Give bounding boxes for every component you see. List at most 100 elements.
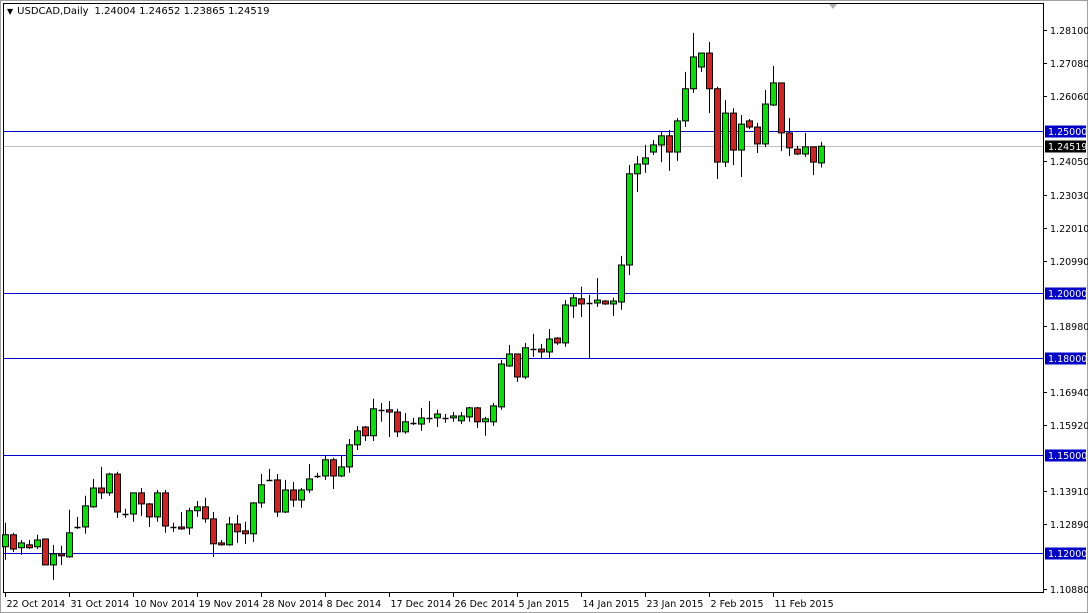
candle [210,512,217,557]
chart-header: ▼ USDCAD,Daily 1.24004 1.24652 1.23865 1.2… [7,6,269,17]
candle-body-bull [18,542,25,549]
chart-shift-marker-icon[interactable] [829,4,837,9]
candle-body-bull [306,478,313,491]
candle [250,501,257,542]
candle [770,66,777,106]
candle [570,293,577,318]
candle [226,516,233,546]
candle [762,90,769,147]
candle-body-bear [794,148,801,155]
level-price-tag [1045,547,1086,560]
y-tick-label: 1.12890 [1050,520,1088,531]
candle-body-bull [682,88,689,122]
candle-body-bull [498,363,505,408]
candle [530,333,537,357]
candle-body-bull [450,415,457,419]
candle [690,32,697,93]
x-tick-label: 8 Dec 2014 [327,599,382,610]
candle [218,539,225,546]
candle [738,115,745,178]
candle-body-bull [458,415,465,422]
candle-body-bull [762,103,769,145]
candle-body-bull [370,408,377,437]
candle [402,413,409,434]
candle [714,86,721,179]
candle-body-bear [754,126,761,145]
candle [618,255,625,310]
y-tick-label: 1.16940 [1050,388,1088,399]
candle-body-bull [562,304,569,344]
candle [90,478,97,508]
candle-body-bear [26,544,33,549]
candle-body-bear [146,503,153,518]
y-tick-label: 1.22010 [1050,224,1088,235]
candle-body-bear [210,518,217,545]
candle-body-bull [322,459,329,477]
y-tick-label: 1.26060 [1050,92,1088,103]
candle-body-bear [274,479,281,513]
y-tick-label: 1.10880 [1050,585,1088,596]
candle [474,406,481,428]
candle [818,141,825,168]
candle [66,509,73,558]
dropdown-triangle-icon[interactable]: ▼ [7,7,14,16]
candle [106,472,113,496]
candle-body-bull [490,405,497,423]
candle [466,406,473,422]
candle-body-bear [394,411,401,433]
x-tick-label: 2 Feb 2015 [711,599,764,610]
candle-body-bull [522,347,529,378]
candle [794,145,801,155]
candle [138,488,145,516]
candle-body-bull [130,492,137,515]
candle-body-bull [658,135,665,146]
candle-body-bear [162,492,169,527]
candle-body-bull [818,145,825,164]
level-price-label: 1.20000 [1048,289,1087,300]
candle [346,438,353,473]
candle [26,539,33,550]
candle [674,117,681,161]
candle-body-bull [506,353,513,367]
candle-body-bull [690,56,697,90]
candle [786,117,793,156]
candle [642,144,649,173]
candle [354,426,361,451]
candle-body-bear [706,52,713,90]
level-price-tag [1045,449,1086,462]
candle [378,402,385,422]
current-price-tag [1045,140,1086,153]
candle [594,277,601,307]
candle [434,409,441,427]
candle-body-bear [234,523,241,533]
candle-body-bear [58,553,65,557]
candle [498,359,505,410]
candle-body-bear [714,88,721,163]
y-tick-label: 1.20990 [1050,257,1088,268]
candle-body-bull [722,112,729,163]
candle [658,131,665,163]
candle [410,417,417,426]
candle-body-bull [82,505,89,528]
x-tick-label: 5 Jan 2015 [519,599,570,610]
candle [626,165,633,276]
candle-body-bull [346,444,353,468]
candle-body-bull [418,417,425,425]
x-tick-label: 23 Jan 2015 [647,599,704,610]
candle-body-bear [730,112,737,151]
candle-body-bull [642,157,649,165]
candle-body-bull [738,123,745,151]
x-tick-label: 22 Oct 2014 [7,599,66,610]
candle-body-bull [466,407,473,418]
candle [730,108,737,166]
x-tick-label: 28 Nov 2014 [263,599,324,610]
candle [778,82,785,152]
candle [170,522,177,532]
candle-body-bear [178,526,185,530]
x-tick-label: 14 Jan 2015 [583,599,640,610]
candle-body-bear [42,538,49,566]
candle-body-bear [138,492,145,505]
y-tick-label: 1.15920 [1050,421,1088,432]
candle-body-bull [258,484,265,504]
candle-body-bull [90,487,97,508]
